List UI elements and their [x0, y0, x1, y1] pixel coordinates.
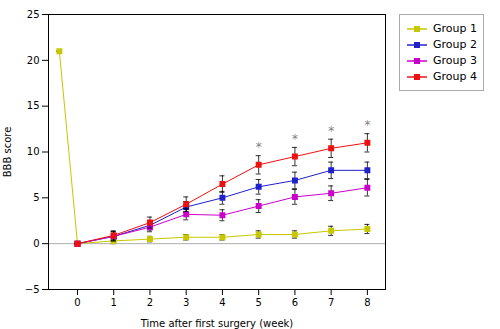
svg-text:6: 6: [292, 297, 298, 308]
svg-text:10: 10: [27, 146, 40, 157]
svg-text:*: *: [292, 132, 298, 146]
svg-text:1: 1: [111, 297, 117, 308]
svg-text:15: 15: [27, 100, 40, 111]
svg-text:8: 8: [364, 297, 370, 308]
svg-text:0: 0: [74, 297, 80, 308]
svg-text:BBB score: BBB score: [2, 127, 13, 178]
html-text:Group 2: Group 2: [433, 38, 477, 51]
svg-text:7: 7: [328, 297, 334, 308]
svg-text:4: 4: [219, 297, 225, 308]
svg-text:*: *: [364, 118, 370, 132]
html-text:Group 3: Group 3: [433, 54, 477, 67]
html-text:Group 1: Group 1: [433, 22, 477, 35]
svg-text:Time after first surgery (week: Time after first surgery (week): [140, 318, 294, 329]
svg-text:2: 2: [147, 297, 153, 308]
svg-text:25: 25: [27, 9, 40, 20]
svg-text:−5: −5: [25, 284, 40, 295]
svg-text:5: 5: [33, 192, 39, 203]
svg-text:0: 0: [33, 238, 39, 249]
html-text:Group 4: Group 4: [433, 70, 477, 83]
svg-text:3: 3: [183, 297, 189, 308]
svg-text:*: *: [256, 140, 262, 154]
svg-text:5: 5: [255, 297, 261, 308]
svg-text:*: *: [328, 124, 334, 138]
svg-text:20: 20: [27, 55, 40, 66]
